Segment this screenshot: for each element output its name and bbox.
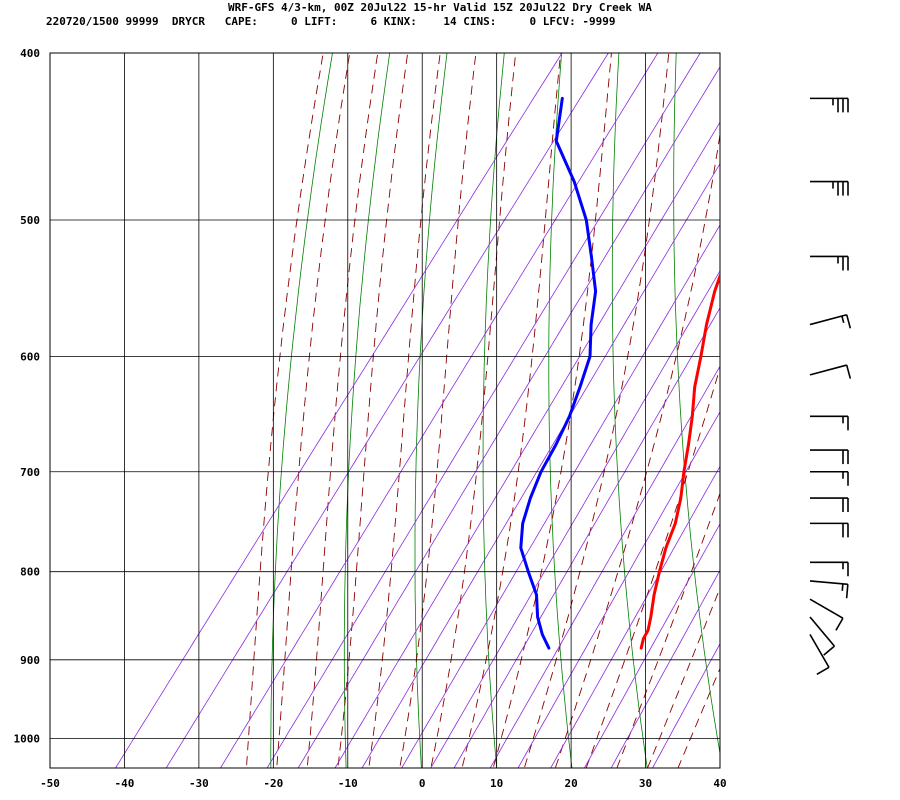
wind-barb-staff <box>809 634 830 668</box>
plot-frame <box>49 52 721 769</box>
y-tick-label: 700 <box>20 466 40 479</box>
x-tick-label: 20 <box>564 777 577 790</box>
x-tick-label: 40 <box>713 777 726 790</box>
wind-barb <box>809 634 830 676</box>
x-tick-label: -40 <box>115 777 135 790</box>
x-tick-label: -20 <box>263 777 283 790</box>
mixing-ratio-line <box>334 121 720 768</box>
wind-barb <box>809 364 852 379</box>
chart-subtitle: 220720/1500 99999 DRYCR CAPE: 0 LIFT: 6 … <box>46 15 616 28</box>
x-tick-label: -30 <box>189 777 209 790</box>
wind-barb-feather <box>845 584 849 599</box>
temperature-profile <box>639 271 720 650</box>
y-tick-label: 800 <box>20 566 40 579</box>
x-tick-label: 10 <box>490 777 503 790</box>
wind-barbs <box>809 97 852 676</box>
wind-barb-staff <box>809 313 847 326</box>
x-tick-label: 0 <box>419 777 426 790</box>
dry-adiabat <box>270 53 333 768</box>
mixing-ratio-line <box>115 53 563 768</box>
moist-adiabat <box>399 53 477 768</box>
wind-barb-half-feather <box>841 315 845 323</box>
wind-barb-feather <box>816 666 830 676</box>
wind-barb <box>809 580 849 599</box>
moist-adiabat <box>337 53 409 768</box>
wind-barb <box>810 180 849 196</box>
wind-barb-feather <box>823 645 835 656</box>
wind-barb-staff <box>809 364 847 376</box>
moist-adiabat <box>276 53 351 768</box>
y-tick-label: 400 <box>20 47 40 60</box>
wind-barb <box>810 449 849 465</box>
wind-barb-feather <box>835 617 844 631</box>
mixing-ratio-line <box>401 224 720 768</box>
y-axis-ticks: 400 500 600 700 800 900 1000 <box>14 47 41 746</box>
sounding-series <box>519 96 720 650</box>
moist-adiabat <box>461 53 562 768</box>
wind-barb-feather <box>845 364 852 379</box>
dry-adiabat <box>673 53 720 756</box>
y-tick-label: 900 <box>20 654 40 667</box>
mixing-ratio-line <box>165 53 609 768</box>
moist-adiabat <box>677 667 720 768</box>
mixing-ratio-line <box>220 53 659 768</box>
wind-barb-half-feather <box>841 583 844 591</box>
wind-barb <box>810 415 849 431</box>
dewpoint-profile <box>519 96 598 650</box>
grid <box>49 52 721 769</box>
moist-adiabat <box>368 53 441 768</box>
wind-barb <box>809 313 852 329</box>
wind-barb <box>810 97 849 113</box>
chart-title: WRF-GFS 4/3-km, 00Z 20Jul22 15-hr Valid … <box>228 1 652 14</box>
wind-barb-staff <box>809 580 848 586</box>
mixing-ratio-line <box>266 53 701 768</box>
moist-adiabat <box>523 53 670 768</box>
wind-barb <box>809 616 836 656</box>
mixing-ratio-line <box>583 523 720 768</box>
y-tick-label: 1000 <box>14 733 41 746</box>
wind-barb-staff <box>809 598 844 619</box>
dry-adiabat <box>733 0 807 800</box>
moist-adiabat <box>647 586 720 768</box>
mixing-ratio-line <box>430 270 720 768</box>
x-tick-label: 30 <box>639 777 652 790</box>
moist-adiabat <box>430 53 517 768</box>
dry-adiabat <box>482 53 505 768</box>
mixing-ratio-line <box>517 411 720 768</box>
x-axis-ticks: -50 -40 -30 -20 -10 0 10 20 30 40 <box>40 777 727 790</box>
moist-adiabat <box>554 131 720 768</box>
wind-barb <box>809 598 844 631</box>
mixing-ratio-line <box>550 465 720 768</box>
moist-adiabat <box>245 53 324 768</box>
mixing-ratio-line <box>610 569 720 768</box>
wind-barb <box>810 561 849 577</box>
x-tick-label: -10 <box>338 777 358 790</box>
y-tick-label: 600 <box>20 350 40 363</box>
dry-adiabat <box>791 0 883 800</box>
wind-barb-feather <box>845 314 852 329</box>
mixing-ratio-line <box>652 642 720 768</box>
wind-barb <box>810 255 849 271</box>
dry-adiabat <box>414 53 448 768</box>
wind-barb <box>810 522 849 538</box>
moist-adiabat <box>306 53 379 768</box>
background-lines <box>115 0 900 800</box>
y-tick-label: 500 <box>20 214 40 227</box>
wind-barb <box>810 497 849 513</box>
wind-barb <box>810 470 849 486</box>
x-tick-label: -50 <box>40 777 60 790</box>
wind-barb-staff <box>809 616 836 647</box>
dry-adiabat <box>847 0 900 800</box>
